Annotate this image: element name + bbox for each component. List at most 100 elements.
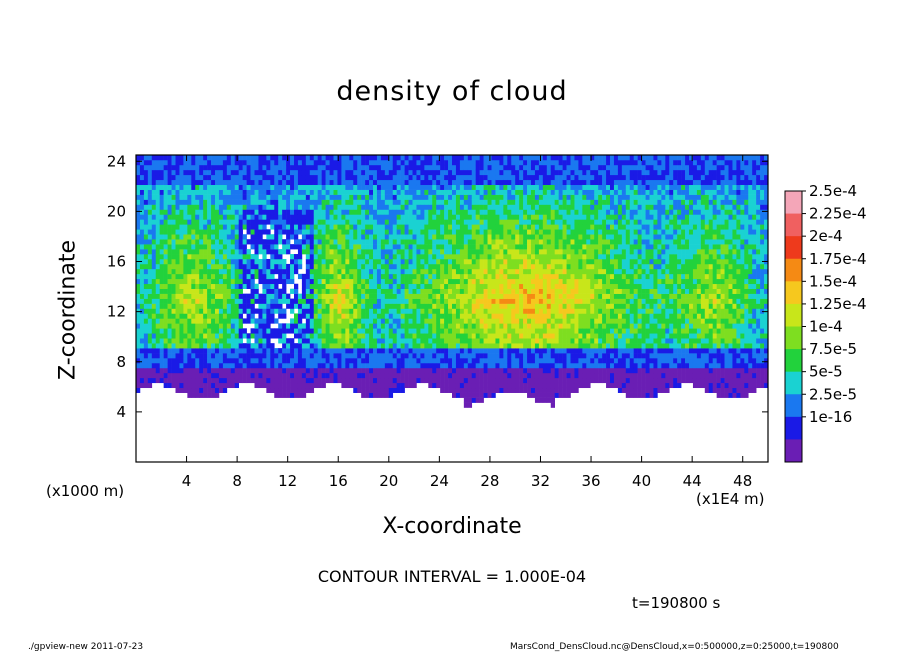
density-cell [183, 278, 188, 285]
density-cell [215, 169, 220, 176]
density-cell [538, 323, 544, 329]
density-cell [479, 353, 484, 359]
density-cell [317, 263, 322, 270]
density-cell [459, 219, 465, 225]
density-cell [139, 273, 145, 280]
density-cell [167, 278, 172, 285]
density-cell [290, 155, 295, 161]
density-cell [301, 159, 307, 166]
density-cell [238, 249, 243, 255]
density-cell [218, 199, 224, 205]
density-cell [254, 224, 259, 230]
density-cell [495, 283, 500, 289]
density-cell [337, 263, 342, 270]
density-cell [353, 194, 358, 200]
density-cell [211, 189, 216, 195]
density-cell [511, 184, 516, 190]
density-cell [531, 249, 536, 255]
density-cell [400, 313, 405, 319]
density-cell [384, 174, 390, 181]
density-cell [242, 283, 247, 289]
density-cell [408, 333, 413, 339]
density-cell [400, 298, 405, 304]
density-cell [515, 293, 520, 299]
density-cell [329, 179, 334, 186]
density-cell [187, 343, 192, 349]
density-cell [467, 278, 473, 285]
density-cell [534, 199, 540, 205]
density-cell [313, 283, 318, 289]
density-cell [333, 308, 338, 314]
density-cell [361, 328, 366, 334]
density-cell [337, 333, 342, 339]
density-cell [266, 174, 271, 181]
density-cell [353, 239, 358, 245]
density-cell [534, 353, 540, 359]
density-cell [357, 323, 362, 329]
density-cell [250, 377, 255, 384]
density-cell [380, 155, 386, 161]
density-cell [412, 164, 417, 171]
density-cell [408, 338, 413, 344]
density-cell [207, 288, 212, 294]
density-cell [373, 362, 378, 369]
density-cell [388, 219, 394, 225]
density-cell [444, 254, 449, 260]
density-cell [373, 194, 378, 200]
density-cell [143, 263, 149, 270]
density-cell [286, 343, 291, 349]
density-cell [380, 209, 386, 215]
density-cell [523, 249, 528, 255]
density-cell [171, 268, 176, 275]
density-cell [139, 263, 145, 270]
density-cell [538, 367, 544, 374]
density-cell [254, 318, 259, 324]
density-cell [487, 343, 492, 349]
density-cell [294, 377, 299, 384]
density-cell [175, 194, 180, 200]
density-cell [527, 392, 532, 398]
density-cell [491, 308, 496, 314]
density-cell [136, 174, 141, 181]
density-cell [444, 323, 449, 329]
density-cell [159, 353, 164, 359]
density-cell [230, 288, 236, 294]
density-cell [286, 372, 291, 379]
density-cell [452, 254, 457, 260]
density-cell [475, 229, 480, 235]
density-cell [416, 343, 421, 349]
density-cell [266, 184, 271, 190]
density-cell [187, 278, 192, 285]
density-cell [388, 224, 394, 230]
density-cell [534, 214, 540, 220]
density-cell [167, 155, 172, 161]
density-cell [274, 372, 279, 379]
density-cell [515, 318, 520, 324]
density-cell [479, 298, 484, 304]
density-cell [183, 308, 188, 314]
density-cell [167, 367, 172, 374]
density-cell [136, 382, 141, 389]
density-cell [175, 323, 180, 329]
density-cell [254, 194, 259, 200]
density-cell [139, 318, 145, 324]
density-cell [396, 298, 401, 304]
density-cell [262, 229, 267, 235]
density-cell [420, 283, 425, 289]
density-cell [527, 174, 532, 181]
density-cell [365, 258, 370, 265]
density-cell [471, 234, 476, 240]
density-cell [353, 348, 358, 354]
density-cell [416, 303, 421, 309]
density-cell [215, 273, 220, 280]
density-cell [538, 249, 544, 255]
density-cell [230, 194, 236, 200]
density-cell [274, 214, 279, 220]
density-cell [305, 278, 311, 285]
density-cell [254, 308, 259, 314]
density-cell [175, 303, 180, 309]
density-cell [369, 392, 374, 398]
density-cell [440, 239, 445, 245]
density-cell [246, 229, 251, 235]
density-cell [203, 293, 208, 299]
